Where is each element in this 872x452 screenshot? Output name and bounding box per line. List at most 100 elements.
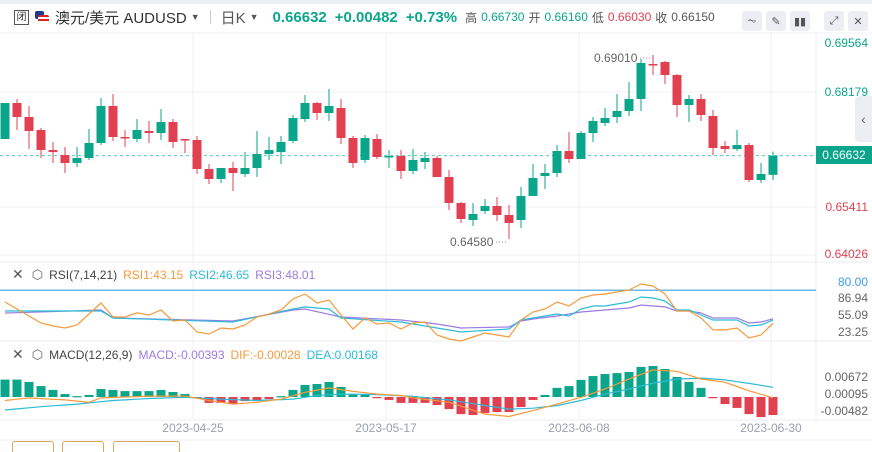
- period-selector[interactable]: 日K: [220, 9, 246, 27]
- macd-bar: [684, 381, 694, 397]
- low-label: 低: [591, 10, 604, 25]
- candle-up: [264, 149, 274, 155]
- candle-up: [132, 129, 142, 140]
- macd-bar: [468, 397, 478, 415]
- candle-down: [120, 137, 130, 139]
- low-annotation: 0.64580: [450, 235, 494, 249]
- dif-line: [4, 369, 774, 418]
- candle-up: [516, 195, 526, 220]
- open-label: 开: [528, 10, 541, 25]
- price-axis-label: 0.68179: [824, 85, 868, 99]
- candle-down: [492, 206, 502, 215]
- macd-bar: [516, 397, 526, 408]
- candle-up: [552, 150, 562, 173]
- price-axis-label: 0.69564: [824, 36, 868, 50]
- candle-type-icon[interactable]: ▮▮: [790, 11, 810, 31]
- dif-value: DIF:-0.00028: [230, 347, 301, 362]
- macd-bar: [480, 397, 490, 413]
- expand-icon[interactable]: ⤢: [824, 11, 844, 31]
- settings-icon[interactable]: ⬡: [31, 346, 44, 362]
- macd-bar: [12, 379, 22, 397]
- divider: [209, 10, 211, 24]
- candle-up: [84, 142, 94, 158]
- candle-down: [60, 154, 70, 163]
- close-label: 收: [655, 10, 668, 25]
- date-label: 2023-06-30: [740, 421, 802, 435]
- macd-bar: [108, 389, 118, 397]
- candle-down: [444, 177, 454, 204]
- macd-bar: [36, 386, 46, 397]
- macd-bar: [24, 381, 34, 397]
- candle-down: [456, 203, 466, 220]
- macd-bar: [132, 391, 142, 397]
- candle-up: [240, 167, 250, 174]
- settings-icon[interactable]: ⬡: [31, 266, 44, 282]
- macd-bar: [444, 397, 454, 410]
- candle-up: [612, 111, 622, 117]
- candle-up: [360, 137, 370, 160]
- rsi-axis-label: 55.09: [837, 308, 868, 322]
- macd-bar: [168, 391, 178, 397]
- high-annotation: 0.69010: [594, 51, 638, 65]
- macd-bar: [300, 384, 310, 397]
- macd-bar: [612, 373, 622, 397]
- chevron-down-icon[interactable]: ▼: [190, 12, 200, 22]
- macd-bar: [408, 397, 418, 403]
- candle-down: [372, 139, 382, 158]
- high-label: 高: [465, 10, 478, 25]
- candle-down: [24, 116, 34, 132]
- macd-bar: [696, 387, 706, 397]
- macd-bar: [660, 368, 670, 397]
- top-border: [0, 0, 872, 4]
- macd-axis-label: -0.00482: [820, 404, 868, 418]
- candle-up: [636, 62, 646, 99]
- price-axis-label: 0.65411: [825, 200, 869, 214]
- macd-bar: [672, 376, 682, 397]
- close-icon[interactable]: ✕: [848, 11, 868, 31]
- candle-down: [708, 116, 718, 148]
- candle-down: [336, 108, 346, 138]
- rsi2-line: [5, 296, 774, 333]
- candle-down: [672, 75, 682, 105]
- macd-axis-label: 0.00672: [824, 370, 868, 384]
- rsi-label: RSI(7,14,21): [49, 267, 118, 282]
- candle-up: [684, 98, 694, 105]
- rsi1-value: RSI1:43.15: [123, 267, 184, 282]
- candle-down: [312, 103, 322, 114]
- candle-down: [192, 139, 202, 169]
- close-icon[interactable]: ✕: [12, 346, 24, 362]
- candle-up: [540, 172, 550, 176]
- indicator-icon[interactable]: ⏦: [742, 11, 762, 31]
- macd-bar: [288, 389, 298, 397]
- draw-pencil-icon[interactable]: ✎: [766, 11, 786, 31]
- macd-bar: [360, 394, 370, 397]
- candle-up: [276, 142, 286, 153]
- symbol-box-icon[interactable]: 闭: [14, 9, 29, 25]
- macd-bar: [120, 391, 130, 397]
- chevron-down-icon[interactable]: ▼: [249, 12, 259, 22]
- rsi-axis-label: 23.25: [837, 325, 868, 339]
- bottom-tab[interactable]: [12, 441, 54, 452]
- candle-down: [108, 106, 118, 138]
- macd-bar: [0, 379, 10, 397]
- price-change-pct: +0.73%: [405, 8, 458, 26]
- bottom-tab[interactable]: [62, 441, 104, 452]
- candle-down: [228, 167, 238, 173]
- macd-bar: [144, 391, 154, 397]
- candle-down: [660, 62, 670, 76]
- candle-up: [216, 167, 226, 179]
- close-icon[interactable]: ✕: [12, 266, 24, 282]
- macd-axis-label: 0.00095: [824, 387, 868, 401]
- candle-up: [72, 157, 82, 163]
- symbol-selector[interactable]: 澳元/美元 AUDUSD: [55, 9, 187, 27]
- bottom-tab[interactable]: [113, 441, 180, 452]
- collapse-panel-button[interactable]: ‹: [855, 96, 872, 142]
- date-label: 2023-04-25: [162, 421, 224, 435]
- macd-bar: [336, 386, 346, 397]
- candle-up: [156, 122, 166, 133]
- rsi-80-label: 80.00: [837, 275, 868, 289]
- macd-bar: [60, 394, 70, 397]
- dea-line: [4, 377, 774, 411]
- macd-bar: [216, 397, 226, 403]
